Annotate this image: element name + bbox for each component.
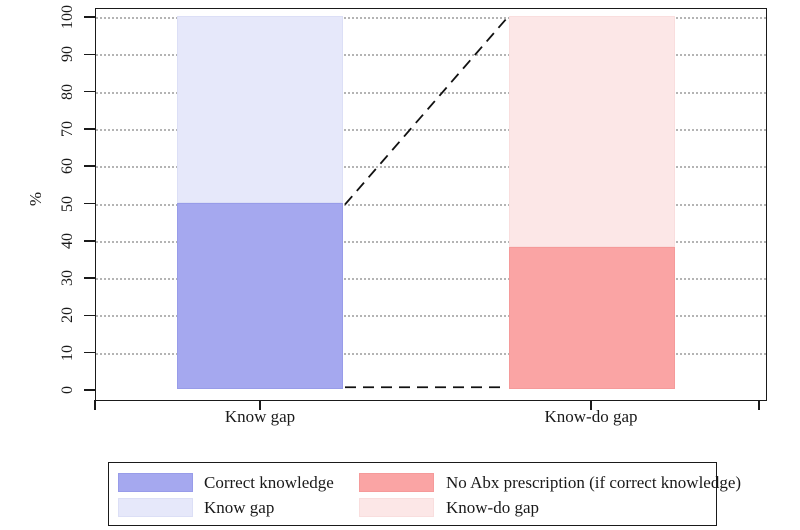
gridline-80 — [96, 91, 766, 94]
x-tick-0 — [94, 400, 96, 410]
legend-swatch-correct-knowledge — [118, 473, 193, 492]
y-tick-40 — [84, 240, 95, 242]
y-tick-label-20: 20 — [59, 307, 76, 324]
bar-know-do-gap — [509, 9, 675, 400]
legend-label-no-abx-prescription: No Abx prescription (if correct knowledg… — [446, 473, 742, 492]
bar-segment — [509, 247, 675, 389]
legend-swatch-no-abx-prescription — [359, 473, 434, 492]
y-tick-label-0: 0 — [59, 386, 76, 394]
bar-segment — [177, 16, 343, 203]
y-tick-10 — [84, 351, 95, 354]
y-tick-60 — [84, 165, 95, 167]
y-tick-label-80: 80 — [59, 83, 76, 100]
legend-label-know-gap: Know gap — [204, 498, 275, 517]
gridline-20 — [96, 315, 766, 318]
y-tick-90 — [84, 53, 95, 56]
gridline-50 — [96, 203, 766, 206]
legend-swatch-know-do-gap — [359, 498, 434, 517]
y-tick-label-70: 70 — [59, 120, 76, 137]
connector-lines — [344, 17, 508, 389]
gridline-10 — [96, 352, 766, 355]
gridline-90 — [96, 54, 766, 57]
x-tick-1 — [259, 400, 261, 410]
y-tick-label-90: 90 — [59, 46, 76, 63]
y-tick-70 — [84, 128, 95, 130]
y-tick-label-60: 60 — [59, 158, 76, 175]
y-axis-title: % — [26, 191, 45, 207]
y-tick-label-30: 30 — [59, 270, 76, 287]
gridline-30 — [96, 278, 766, 281]
x-tick-3 — [758, 400, 760, 410]
legend-label-correct-knowledge: Correct knowledge — [204, 473, 334, 492]
x-category-label-know-gap: Know gap — [224, 407, 296, 426]
legend-swatch-know-gap — [118, 498, 193, 517]
plot-area — [95, 8, 767, 401]
gridline-70 — [96, 128, 766, 131]
y-tick-0 — [84, 389, 95, 391]
y-tick-label-40: 40 — [59, 232, 76, 249]
legend-label-know-do-gap: Know-do gap — [446, 498, 540, 517]
y-tick-label-10: 10 — [59, 344, 76, 361]
gridline-40 — [96, 240, 766, 243]
y-tick-100 — [84, 16, 95, 18]
gridline-100 — [96, 17, 766, 19]
legend: Correct knowledge Know gap No Abx prescr… — [108, 462, 741, 526]
y-tick-label-100: 100 — [59, 5, 76, 29]
gridline-60 — [96, 166, 766, 169]
y-tick-80 — [84, 90, 95, 93]
bar-segment — [177, 202, 343, 389]
dashed-connector-top — [344, 17, 508, 206]
y-tick-20 — [84, 314, 95, 317]
bar-know-gap — [177, 9, 343, 400]
y-tick-50 — [84, 202, 95, 205]
bar-segment — [509, 16, 675, 248]
x-category-label-know-do-gap: Know-do gap — [544, 407, 638, 426]
y-tick-label-50: 50 — [59, 195, 76, 212]
y-tick-30 — [84, 277, 95, 279]
x-tick-2 — [590, 400, 592, 410]
